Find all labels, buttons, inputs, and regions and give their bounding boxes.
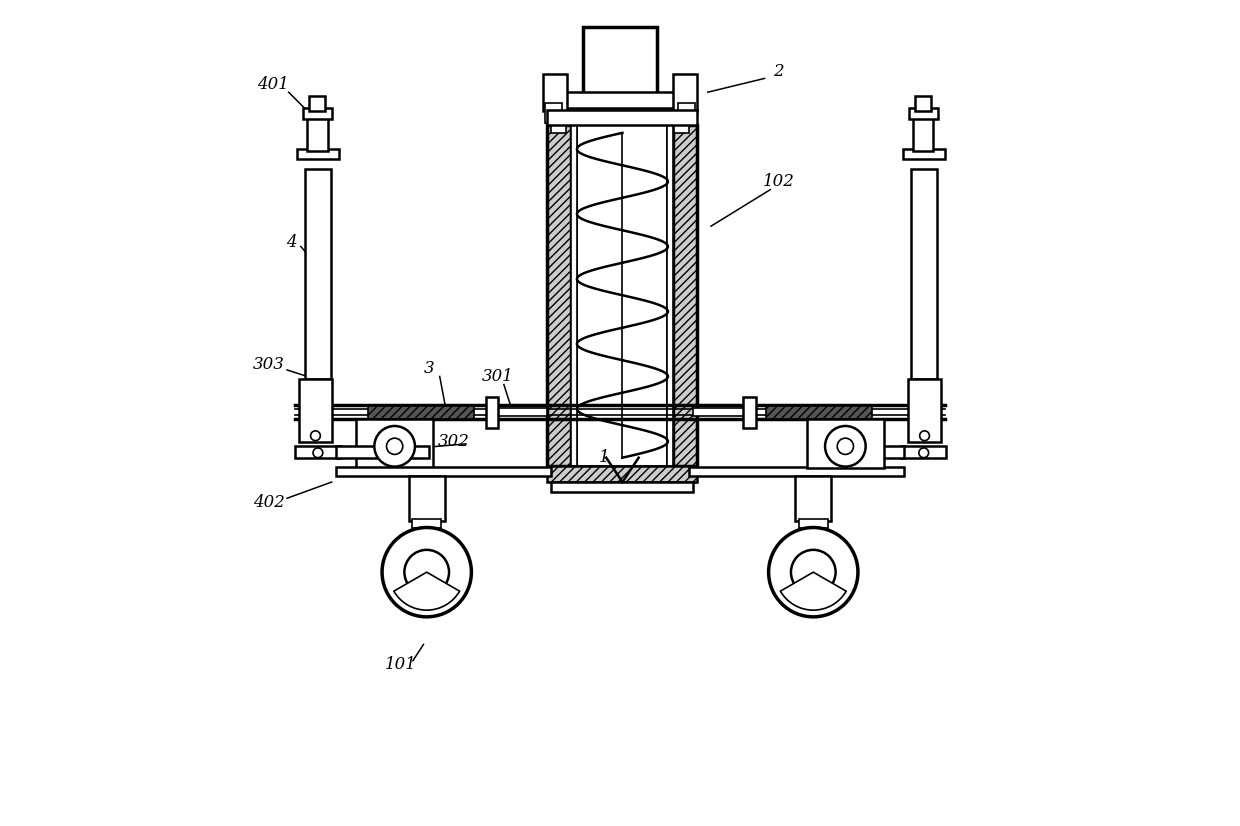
Bar [551,482,693,491]
Text: 301: 301 [482,368,515,385]
Bar [689,467,904,477]
Bar [547,125,572,466]
Bar [572,125,577,466]
Bar [673,74,697,111]
Text: 2: 2 [773,64,784,80]
Bar [551,118,565,133]
Bar [304,108,332,119]
Text: 1: 1 [599,449,609,466]
Bar [913,116,934,150]
Wedge shape [394,572,460,610]
Bar [766,406,872,419]
Bar [678,102,694,123]
Bar [901,446,946,458]
Bar [807,420,884,468]
Bar [915,97,931,111]
Bar [409,477,445,521]
Bar [494,408,547,416]
Circle shape [387,438,403,454]
Text: 401: 401 [257,76,289,93]
Bar [368,406,474,419]
Bar [667,125,673,466]
Bar [673,125,697,466]
Bar [547,466,697,482]
Bar [543,74,567,111]
Wedge shape [780,572,846,610]
Bar [299,379,332,442]
Text: 303: 303 [253,356,285,373]
Circle shape [374,426,415,467]
Circle shape [825,426,866,467]
Bar [356,420,433,468]
Circle shape [791,550,836,595]
Bar [795,477,831,521]
Bar [811,446,904,458]
Bar [547,93,693,108]
Bar [412,520,441,528]
Bar [799,520,828,528]
Bar [909,108,937,119]
Bar [336,446,429,458]
Circle shape [837,438,853,454]
Bar [546,102,562,123]
Text: 302: 302 [438,433,470,450]
Circle shape [382,528,471,617]
Text: 402: 402 [253,494,285,510]
Bar [305,169,331,379]
Text: 4: 4 [285,234,296,251]
Bar [584,27,656,97]
Bar [908,379,941,442]
Bar [336,467,551,477]
Bar [296,149,339,159]
Circle shape [919,448,929,458]
Bar [308,116,327,150]
Bar [744,396,755,428]
Bar [910,169,936,379]
Circle shape [312,448,322,458]
Circle shape [920,431,930,440]
Bar [903,149,945,159]
Bar [486,396,498,428]
Circle shape [310,431,320,440]
Circle shape [404,550,449,595]
Circle shape [769,528,858,617]
Text: 101: 101 [384,656,417,673]
Bar [295,446,341,458]
Bar [309,97,325,111]
Bar [693,408,746,416]
Bar [675,118,689,133]
Bar [547,110,697,125]
Bar [577,125,667,466]
Text: 102: 102 [763,173,795,190]
Text: 3: 3 [424,360,434,377]
